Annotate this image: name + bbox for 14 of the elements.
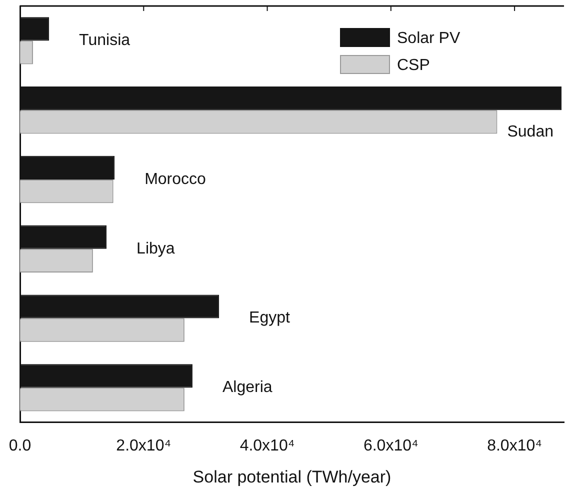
- y-tick-label: Sudan: [507, 123, 554, 140]
- y-tick-label: Morocco: [144, 170, 206, 188]
- legend-label: Solar PV: [397, 30, 460, 47]
- legend-label: CSP: [397, 56, 430, 74]
- x-tick-label: 6.0x10⁴: [363, 437, 418, 454]
- y-tick-label: Tunisia: [79, 32, 130, 50]
- y-tick-label: Libya: [136, 240, 175, 258]
- y-tick-label: Egypt: [249, 310, 291, 327]
- x-tick-label: 8.0x10⁴: [487, 437, 542, 454]
- y-tick-label: Algeria: [222, 379, 272, 396]
- x-tick-label: 0.0: [8, 437, 32, 454]
- x-axis-title: Solar potential (TWh/year): [192, 467, 392, 486]
- x-tick-label: 2.0x10⁴: [116, 437, 172, 454]
- x-tick-label: 4.0x10⁴: [240, 437, 295, 454]
